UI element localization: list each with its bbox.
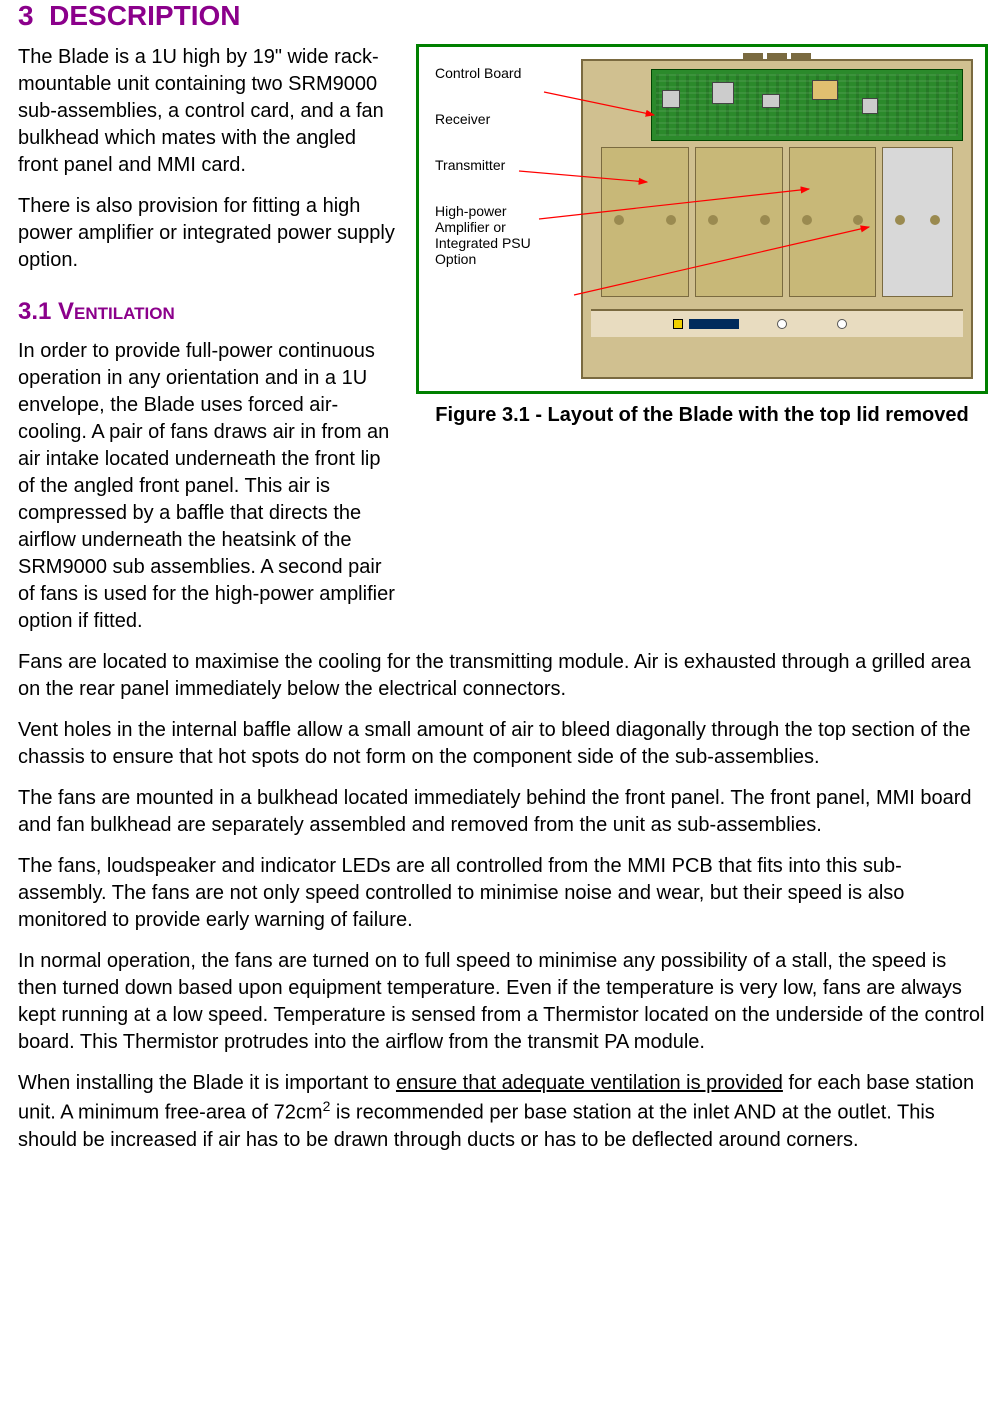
subsection-number: 3.1 [18, 298, 51, 325]
pcb-control-board [651, 69, 963, 141]
section-title: DESCRIPTION [49, 0, 240, 31]
callout-labels: Control Board Receiver Transmitter High-… [435, 65, 531, 297]
label-control-board: Control Board [435, 65, 531, 81]
slot-empty [789, 147, 877, 297]
hole-icon [777, 319, 787, 329]
paragraph-5: Vent holes in the internal baffle allow … [18, 717, 988, 771]
subsection-heading: 3.1 Ventilation [18, 298, 398, 326]
figure-caption: Figure 3.1 - Layout of the Blade with th… [416, 404, 988, 427]
paragraph-8: In normal operation, the fans are turned… [18, 948, 988, 1056]
chassis-top-tabs [743, 53, 811, 59]
paragraph-3: In order to provide full-power continuou… [18, 338, 398, 635]
paragraph-1: The Blade is a 1U high by 19" wide rack-… [18, 44, 398, 179]
paragraph-7: The fans, loudspeaker and indicator LEDs… [18, 853, 988, 934]
chassis-diagram [581, 59, 973, 379]
slot-transmitter [695, 147, 783, 297]
right-column: Control Board Receiver Transmitter High-… [416, 44, 988, 649]
section-number: 3 [18, 0, 34, 31]
figure-box: Control Board Receiver Transmitter High-… [416, 44, 988, 394]
top-section: The Blade is a 1U high by 19" wide rack-… [18, 44, 988, 649]
subsection-title: Ventilation [58, 298, 175, 325]
paragraph-4: Fans are located to maximise the cooling… [18, 649, 988, 703]
slot-hpa [882, 147, 953, 297]
display-icon [689, 319, 739, 329]
left-column: The Blade is a 1U high by 19" wide rack-… [18, 44, 398, 649]
bottom-bar [591, 309, 963, 337]
label-transmitter: Transmitter [435, 157, 531, 173]
label-hpa: High-power Amplifier or Integrated PSU O… [435, 203, 531, 267]
paragraph-6: The fans are mounted in a bulkhead locat… [18, 785, 988, 839]
paragraph-9: When installing the Blade it is importan… [18, 1070, 988, 1154]
slot-area [601, 147, 953, 297]
hole-icon [837, 319, 847, 329]
slot-receiver [601, 147, 689, 297]
paragraph-2: There is also provision for fitting a hi… [18, 193, 398, 274]
section-heading: 3 DESCRIPTION [18, 0, 988, 32]
led-icon [673, 319, 683, 329]
label-receiver: Receiver [435, 111, 531, 127]
